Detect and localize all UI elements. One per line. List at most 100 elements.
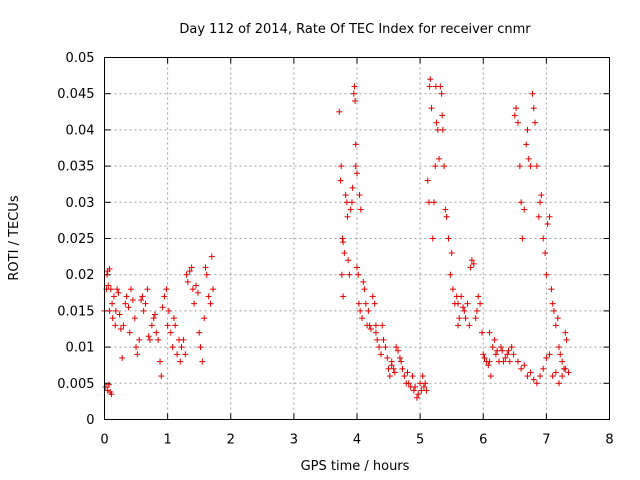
data-point [340, 293, 347, 300]
data-point [371, 300, 378, 307]
data-point [172, 322, 179, 329]
data-point [202, 264, 209, 271]
data-point [436, 155, 443, 162]
data-point [106, 307, 113, 314]
data-point [129, 297, 136, 304]
data-point [448, 249, 455, 256]
x-tick-label: 2 [227, 433, 235, 448]
data-point [433, 119, 440, 126]
data-point [409, 373, 416, 380]
data-point [158, 373, 165, 380]
data-point [150, 315, 157, 322]
data-point [514, 119, 521, 126]
y-tick-label: 0 [86, 413, 94, 428]
data-point [112, 307, 119, 314]
data-point [527, 163, 534, 170]
data-point [537, 199, 544, 206]
data-point [524, 126, 531, 133]
data-point [109, 315, 116, 322]
data-point [442, 206, 449, 213]
data-point [399, 365, 406, 372]
data-point [472, 315, 479, 322]
data-point [458, 293, 465, 300]
data-point [207, 300, 214, 307]
data-point [546, 351, 553, 358]
data-point [563, 336, 570, 343]
data-point [395, 347, 402, 354]
data-point [344, 213, 351, 220]
data-point [413, 394, 420, 401]
data-point [345, 257, 352, 264]
data-point [131, 315, 138, 322]
data-point [165, 307, 172, 314]
x-axis-label: GPS time / hours [301, 459, 410, 474]
data-point [489, 344, 496, 351]
data-point [146, 336, 153, 343]
data-point [542, 249, 549, 256]
data-point [419, 373, 426, 380]
data-point [342, 192, 349, 199]
data-point [352, 97, 359, 104]
data-point [462, 315, 469, 322]
data-point [337, 177, 344, 184]
data-point [418, 387, 425, 394]
data-point [428, 105, 435, 112]
data-point [500, 358, 507, 365]
y-tick-label: 0.015 [57, 304, 94, 319]
plot-frame [104, 57, 610, 420]
data-point [480, 351, 487, 358]
data-point [521, 362, 528, 369]
data-point [105, 282, 112, 289]
y-tick-label: 0.035 [57, 160, 94, 175]
data-point [114, 286, 121, 293]
data-point [417, 380, 424, 387]
data-point [199, 358, 206, 365]
data-point [562, 365, 569, 372]
y-axis-label: ROTI / TECUs [7, 195, 22, 280]
data-point [148, 322, 155, 329]
data-point [374, 336, 381, 343]
data-point [552, 322, 559, 329]
data-point [336, 108, 343, 115]
data-point [169, 344, 176, 351]
data-point [376, 344, 383, 351]
data-point [556, 380, 562, 387]
data-point [142, 300, 149, 307]
data-point [366, 322, 373, 329]
data-point [486, 358, 493, 365]
x-tick-label: 6 [479, 433, 487, 448]
data-point [104, 387, 111, 394]
data-point [434, 126, 441, 133]
data-point [174, 351, 181, 358]
data-point [115, 289, 122, 296]
data-point [540, 235, 547, 242]
data-point [108, 391, 115, 398]
data-point [379, 322, 386, 329]
data-point [138, 297, 145, 304]
data-point [540, 365, 547, 372]
data-point [122, 300, 129, 307]
data-point [535, 213, 542, 220]
data-point [189, 286, 196, 293]
data-point [164, 322, 171, 329]
data-point [194, 289, 201, 296]
data-point [351, 83, 358, 90]
grid [104, 57, 610, 420]
data-point [102, 383, 109, 390]
data-point [502, 354, 509, 361]
data-point [533, 163, 540, 170]
data-point [365, 307, 372, 314]
data-point [559, 358, 566, 365]
data-point [443, 213, 450, 220]
data-point [386, 373, 393, 380]
data-point [549, 300, 556, 307]
data-point [391, 369, 398, 376]
data-point [538, 192, 545, 199]
data-point [355, 271, 362, 278]
data-point [341, 249, 348, 256]
data-point [525, 155, 532, 162]
data-point [521, 206, 528, 213]
data-point [153, 329, 160, 336]
data-point [461, 307, 468, 314]
data-point [377, 351, 384, 358]
